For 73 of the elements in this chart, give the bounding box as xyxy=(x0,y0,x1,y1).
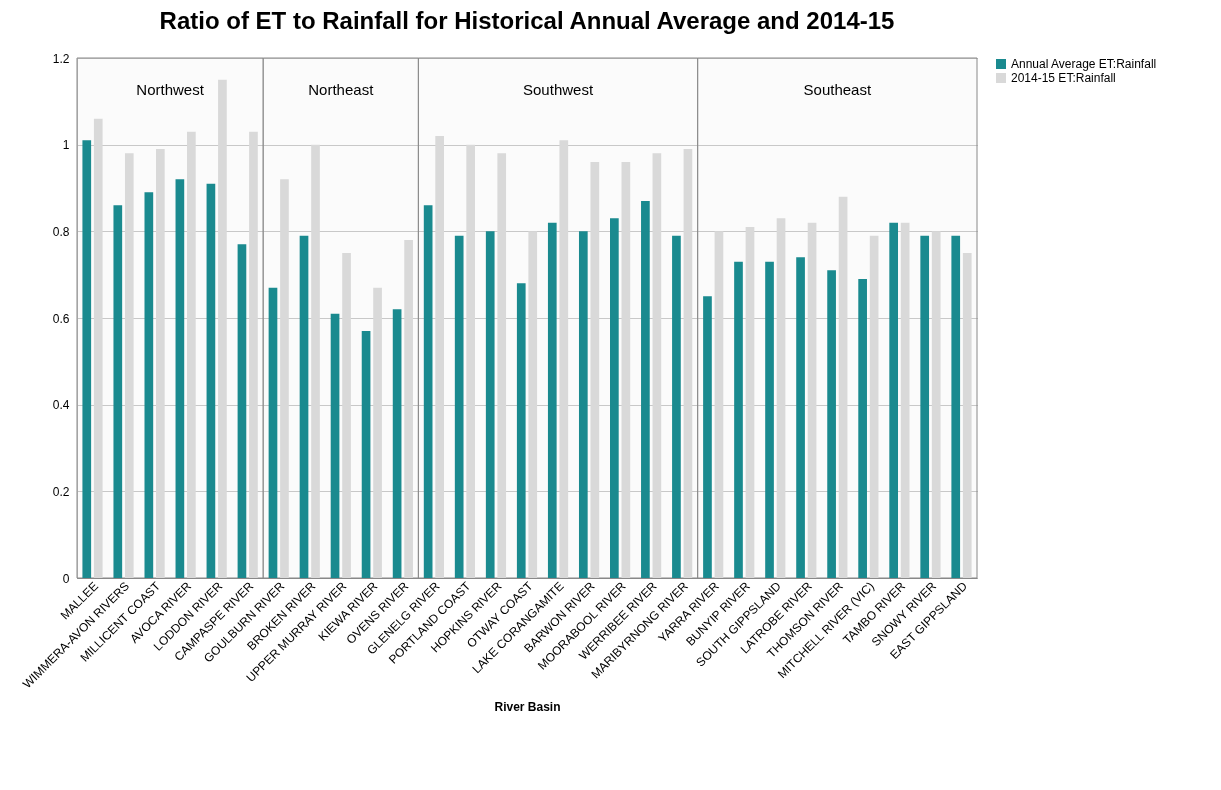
bar xyxy=(714,231,724,578)
bar xyxy=(392,309,402,578)
bar xyxy=(373,287,382,578)
bar xyxy=(113,205,123,578)
bar xyxy=(423,205,433,578)
bar xyxy=(218,79,227,578)
bar xyxy=(268,287,278,578)
bar xyxy=(858,279,867,578)
bar xyxy=(931,231,941,578)
bar xyxy=(187,131,196,578)
y-tick-label: 1 xyxy=(62,138,70,153)
bar xyxy=(528,231,538,578)
bar xyxy=(920,235,930,578)
bar xyxy=(454,235,464,578)
bar xyxy=(124,153,134,578)
legend-label: 2014-15 ET:Rainfall xyxy=(1011,71,1116,85)
bar xyxy=(672,235,681,578)
band-label: Northwest xyxy=(136,81,205,98)
bar xyxy=(516,283,526,578)
bar xyxy=(485,231,495,578)
bar xyxy=(435,136,444,578)
bar xyxy=(734,261,743,578)
bar xyxy=(155,149,165,578)
bar xyxy=(703,296,712,578)
bar xyxy=(765,261,774,578)
bar xyxy=(652,153,662,578)
bar xyxy=(559,140,569,578)
y-tick-label: 1.2 xyxy=(52,51,70,66)
bar xyxy=(807,222,817,578)
bar xyxy=(962,253,972,578)
y-tick-label: 0.4 xyxy=(52,398,70,413)
bar xyxy=(547,222,557,578)
bar xyxy=(144,192,154,578)
bar xyxy=(342,253,351,578)
bar xyxy=(361,331,371,578)
bar xyxy=(82,140,92,578)
legend-label: Annual Average ET:Rainfall xyxy=(1011,57,1157,71)
band-label: Northeast xyxy=(308,81,375,98)
bar xyxy=(330,313,340,578)
y-tick-label: 0.6 xyxy=(52,311,70,326)
bar xyxy=(796,257,805,578)
y-tick-label: 0.8 xyxy=(52,224,70,239)
bar xyxy=(237,244,247,578)
bar xyxy=(206,183,216,578)
bar xyxy=(869,235,879,578)
bar xyxy=(404,240,413,578)
bar xyxy=(578,231,588,578)
bar xyxy=(889,222,899,578)
bar xyxy=(299,235,309,578)
chart-title: Ratio of ET to Rainfall for Historical Annual Average and 2014-15 xyxy=(159,7,895,34)
bar xyxy=(745,227,755,578)
bar xyxy=(249,131,258,578)
bar xyxy=(497,153,507,578)
bar xyxy=(838,196,848,578)
bar xyxy=(827,270,836,578)
bar xyxy=(93,118,103,578)
bar xyxy=(951,235,961,578)
bar xyxy=(683,149,693,578)
bar xyxy=(610,218,619,578)
bar xyxy=(621,162,631,578)
x-axis-title: River Basin xyxy=(494,700,561,715)
band-label: Southwest xyxy=(523,81,594,98)
y-tick-label: 0 xyxy=(62,571,70,586)
bar xyxy=(900,222,910,578)
y-tick-label: 0.2 xyxy=(52,484,70,499)
band-label: Southeast xyxy=(803,81,872,98)
bar xyxy=(590,162,600,578)
bar xyxy=(175,179,185,578)
bar xyxy=(641,201,650,578)
bar xyxy=(776,218,786,578)
bar xyxy=(466,144,476,578)
bar xyxy=(280,179,289,578)
bar xyxy=(311,144,320,578)
